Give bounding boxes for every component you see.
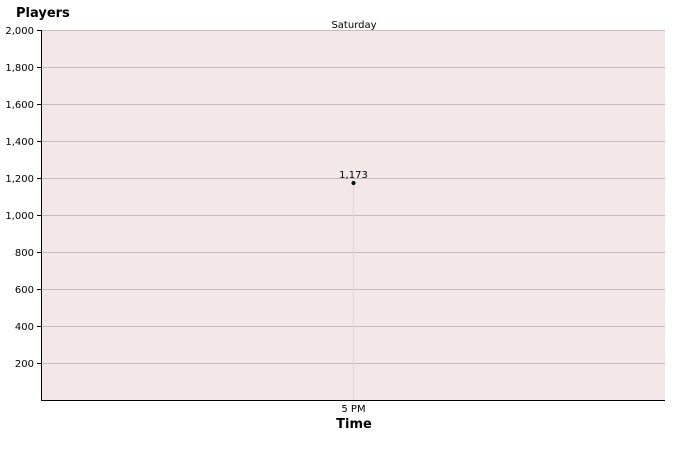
y-tick-label: 400	[15, 322, 34, 333]
y-tick-label: 1,800	[5, 63, 34, 74]
y-tick-label: 600	[15, 285, 34, 296]
y-tick-label: 1,000	[5, 211, 34, 222]
y-axis-title: Players	[16, 6, 70, 21]
x-axis-title: Time	[336, 417, 372, 432]
y-tick-label: 2,000	[5, 26, 34, 37]
y-tick-label: 800	[15, 248, 34, 259]
y-tick-label: 1,200	[5, 174, 34, 185]
day-label: Saturday	[331, 20, 376, 31]
data-point	[351, 180, 356, 185]
y-axis-ticks: 200 400 600 800 1,000 1,200 1,400 1,600 1,800 2,0…	[5, 26, 41, 370]
x-tick-label: 5 PM	[341, 404, 365, 415]
y-tick-label: 1,600	[5, 100, 34, 111]
data-label: 1,173	[339, 170, 368, 181]
series-marks: 1,173	[339, 170, 368, 400]
y-tick-label: 200	[15, 359, 34, 370]
x-axis-ticks: 5 PM	[341, 404, 365, 415]
y-tick-label: 1,400	[5, 137, 34, 148]
